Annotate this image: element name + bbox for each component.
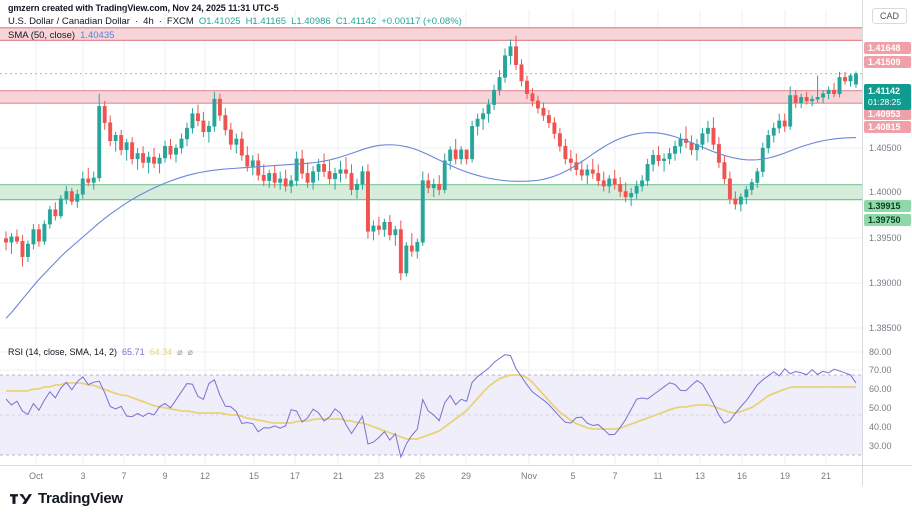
time-tick-16: 16 [736, 471, 748, 481]
rsi-eye-icon[interactable]: ⌀ [177, 347, 183, 357]
legend-sma-name[interactable]: SMA (50, close) [8, 30, 76, 41]
price-tick-1: 1.40000 [869, 187, 902, 197]
legend-low: L1.40986 [291, 16, 331, 27]
time-axis-divider [862, 466, 863, 486]
price-level-badge-green-5[interactable]: 1.39750 [864, 214, 911, 226]
rsi-legend-sma-value: 64.34 [149, 347, 173, 357]
legend-open: O1.41025 [198, 16, 241, 27]
time-tick-14: 11 [653, 471, 663, 481]
legend-exchange: FXCM [166, 16, 194, 27]
time-tick-10: 29 [460, 471, 472, 481]
rsi-legend-value: 65.71 [122, 347, 145, 357]
price-tick-4: 1.38500 [869, 323, 902, 333]
price-level-badge-red-3[interactable]: 1.40815 [864, 121, 911, 133]
price-level-badge-red-1[interactable]: 1.41509 [864, 56, 911, 68]
legend-change: +0.00117 (+0.08%) [381, 16, 462, 27]
rsi-series[interactable] [0, 345, 862, 465]
time-tick-5: 15 [248, 471, 260, 481]
legend-symbol-row[interactable]: U.S. Dollar / Canadian Dollar · 4h · FXC… [8, 15, 462, 28]
legend-sma-value: 1.40435 [80, 30, 115, 41]
legend-interval[interactable]: 4h [143, 16, 154, 27]
price-level-badge-green-4[interactable]: 1.39915 [864, 200, 911, 212]
time-tick-12: 5 [570, 471, 576, 481]
candlestick-series[interactable] [0, 10, 862, 345]
time-axis[interactable]: Oct 3 7 9 12 15 17 21 23 26 29 Nov 5 7 11 13 16 19 21 [0, 465, 912, 486]
time-tick-2: 7 [121, 471, 127, 481]
price-level-badge-red-0[interactable]: 1.41648 [864, 42, 911, 54]
bar-countdown: 01:28:25 [868, 97, 902, 107]
legend-sma-row[interactable]: SMA (50, close) 1.40435 [8, 29, 462, 42]
rsi-tick-2: 60.00 [869, 384, 892, 394]
legend-high: H1.41165 [245, 16, 287, 27]
rsi-tick-5: 30.00 [869, 441, 892, 451]
rsi-legend-name[interactable]: RSI (14, close, SMA, 14, 2) [8, 347, 118, 357]
currency-chip: CAD [872, 8, 908, 24]
tradingview-wordmark: TradingView [38, 490, 123, 507]
rsi-tick-3: 50.00 [869, 403, 892, 413]
current-price-badge[interactable]: 1.41142 01:28:25 [864, 84, 911, 110]
attribution-text: gmzern created with TradingView.com, Nov… [8, 3, 279, 13]
time-tick-0: Oct [28, 471, 44, 481]
footer: TradingView [0, 485, 912, 513]
price-grid [0, 10, 862, 345]
time-tick-1: 3 [80, 471, 86, 481]
price-zones [0, 27, 862, 201]
time-tick-3: 9 [162, 471, 168, 481]
current-price-value: 1.41142 [868, 86, 901, 96]
tradingview-logo[interactable]: TradingView [10, 490, 123, 507]
rsi-pane[interactable] [0, 345, 862, 465]
chart-legend: U.S. Dollar / Canadian Dollar · 4h · FXC… [8, 15, 462, 42]
time-tick-4: 12 [199, 471, 211, 481]
rsi-settings-icon[interactable]: ⌀ [187, 347, 193, 357]
legend-close: C1.41142 [335, 16, 377, 27]
tradingview-mark-icon [10, 493, 32, 504]
time-tick-6: 17 [289, 471, 301, 481]
rsi-tick-0: 80.00 [869, 347, 892, 357]
time-tick-13: 7 [612, 471, 618, 481]
time-tick-11: Nov [520, 471, 538, 481]
legend-symbol[interactable]: U.S. Dollar / Canadian Dollar [8, 16, 130, 27]
time-tick-8: 23 [373, 471, 385, 481]
time-tick-15: 13 [694, 471, 706, 481]
price-level-badge-red-2[interactable]: 1.40953 [864, 108, 911, 120]
price-tick-2: 1.39500 [869, 233, 902, 243]
price-tick-3: 1.39000 [869, 278, 902, 288]
time-tick-7: 21 [332, 471, 344, 481]
price-tick-0: 1.40500 [869, 143, 902, 153]
time-tick-17: 19 [779, 471, 791, 481]
price-chart-pane[interactable] [0, 10, 862, 345]
legend-sep-1: · [134, 16, 139, 27]
rsi-tick-1: 70.00 [869, 365, 892, 375]
rsi-legend[interactable]: RSI (14, close, SMA, 14, 2) 65.71 64.34 … [8, 347, 193, 358]
time-tick-9: 26 [414, 471, 426, 481]
time-tick-18: 21 [820, 471, 832, 481]
price-axis[interactable]: CAD 1.40500 1.40000 1.39500 1.39000 1.38500 8… [862, 0, 912, 465]
rsi-tick-4: 40.00 [869, 422, 892, 432]
legend-sep-2: · [158, 16, 162, 27]
